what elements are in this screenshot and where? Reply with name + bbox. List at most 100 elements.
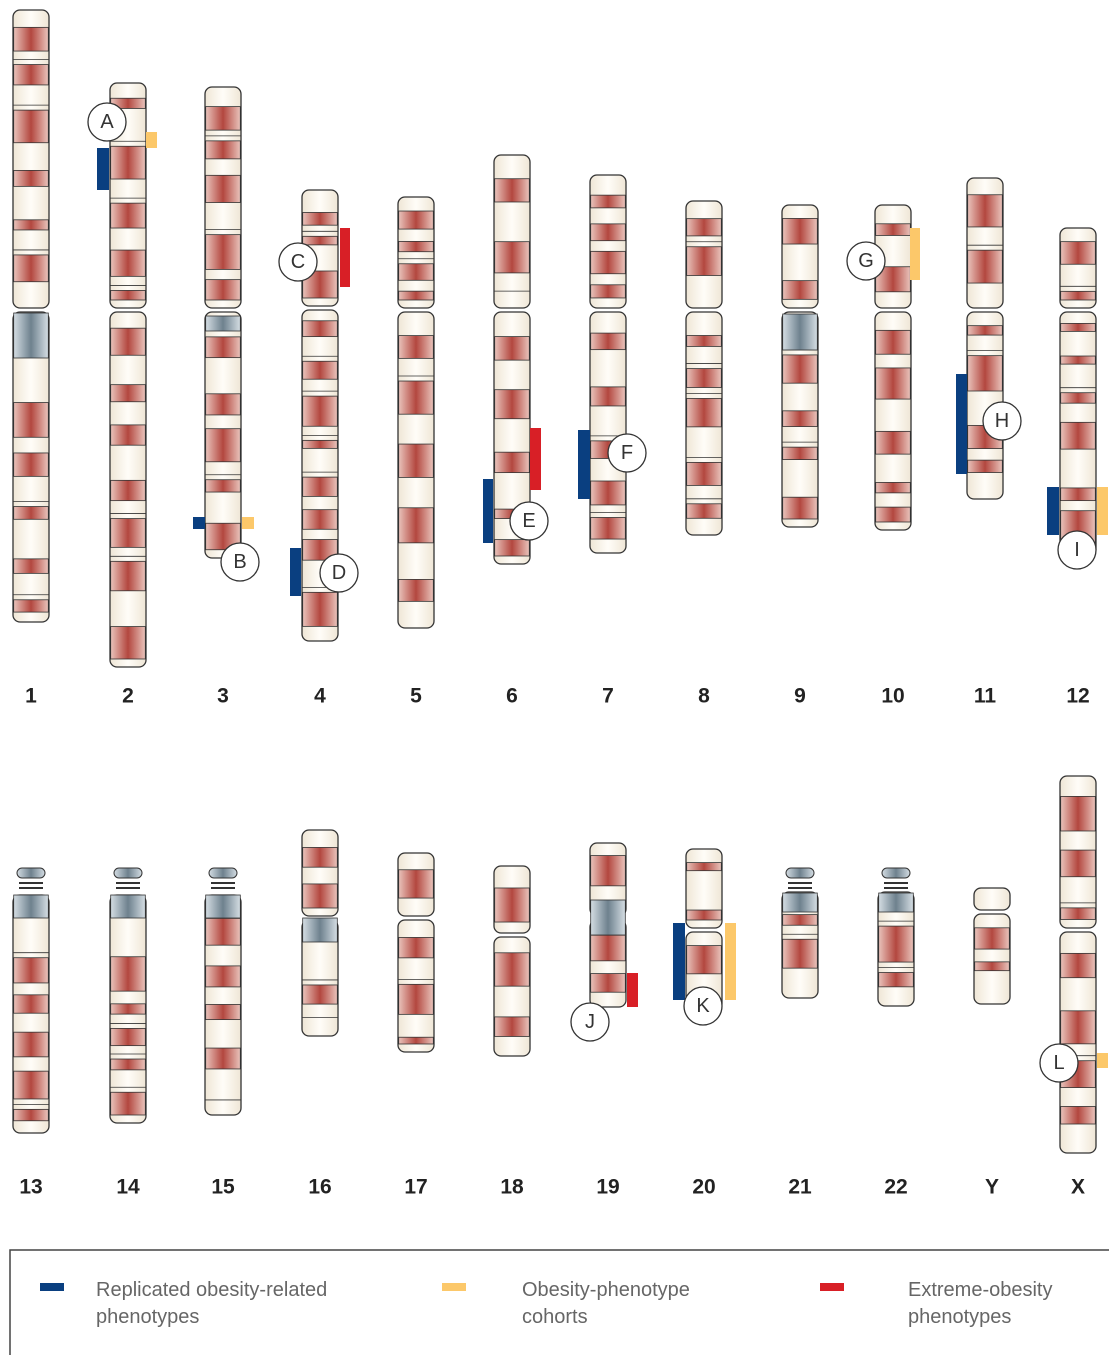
band [399, 381, 434, 414]
chromosome-label: 20 [692, 1176, 715, 1199]
region-marker [193, 517, 205, 529]
band [14, 403, 49, 438]
chromosome-label: 9 [794, 685, 806, 708]
chromosome-label: 19 [596, 1176, 619, 1199]
band [1061, 356, 1096, 364]
locus-label: G [858, 250, 874, 272]
chromosome-satellite [786, 868, 814, 878]
band [14, 170, 49, 186]
locus-label: C [291, 251, 305, 273]
band [14, 559, 49, 574]
band [1061, 1011, 1096, 1044]
chromosome-label: 18 [500, 1176, 524, 1199]
band [399, 579, 434, 601]
band [111, 146, 146, 179]
centromere-band [111, 895, 146, 918]
band [14, 255, 49, 282]
band [303, 440, 338, 448]
band [206, 429, 241, 462]
band [687, 946, 722, 974]
band [111, 480, 146, 500]
band [303, 396, 338, 426]
band [206, 1048, 241, 1069]
band [879, 926, 914, 962]
locus-label: F [621, 442, 633, 464]
band [111, 1059, 146, 1070]
legend-swatch [40, 1283, 64, 1291]
band [1061, 796, 1096, 831]
band [591, 387, 626, 406]
karyogram: Replicated obesity-related phenotypes Ob… [0, 0, 1109, 1355]
chromosome-label: 3 [217, 685, 229, 708]
band [303, 477, 338, 496]
legend-text: Replicated obesity-related [96, 1279, 327, 1301]
band [14, 600, 49, 612]
band [14, 65, 49, 85]
band [783, 447, 818, 459]
band [399, 870, 434, 898]
chromosome-label: 8 [698, 685, 710, 708]
band [876, 224, 911, 236]
band [206, 480, 241, 492]
band [206, 175, 241, 202]
centromere-band [206, 316, 241, 331]
band [1061, 323, 1096, 331]
band [303, 985, 338, 1004]
band [687, 504, 722, 518]
band [876, 507, 911, 522]
band [399, 241, 434, 251]
band [876, 482, 911, 492]
band [1061, 850, 1096, 877]
region-marker [290, 548, 301, 596]
centromere-band [14, 895, 49, 918]
locus-label: B [233, 551, 246, 573]
band [876, 368, 911, 399]
centromere-band [879, 893, 914, 912]
band [303, 592, 338, 626]
chromosome-label: 5 [410, 685, 422, 708]
centromere-band [783, 893, 818, 912]
band [399, 444, 434, 477]
legend-text: phenotypes [908, 1306, 1011, 1328]
band [14, 1032, 49, 1057]
chromosome-label: 10 [881, 685, 904, 708]
band [687, 219, 722, 236]
chromosome-label: 1 [25, 685, 37, 708]
band [783, 218, 818, 244]
band [111, 519, 146, 548]
region-marker [627, 973, 638, 1007]
region-marker [340, 228, 350, 287]
band [303, 510, 338, 530]
locus-label: D [332, 562, 346, 584]
band [783, 939, 818, 968]
band [399, 291, 434, 300]
region-marker [1047, 487, 1059, 535]
band [591, 195, 626, 208]
band [14, 1071, 49, 1099]
band [1061, 488, 1096, 501]
chromosome-label: 11 [974, 685, 997, 708]
chromosome-satellite [17, 868, 45, 878]
band [111, 250, 146, 276]
chromosome-label: 16 [308, 1176, 331, 1199]
band [303, 321, 338, 337]
chromosome-label: 4 [314, 685, 326, 708]
chromosome-arm [494, 155, 530, 308]
locus-label: I [1074, 539, 1080, 561]
band [206, 394, 241, 415]
band [1061, 1106, 1096, 1124]
band [783, 411, 818, 427]
band [399, 1037, 434, 1044]
band [399, 336, 434, 359]
centromere-band [206, 895, 241, 918]
band [206, 918, 241, 945]
band [687, 910, 722, 920]
chromosome-label: 15 [211, 1176, 235, 1199]
band [495, 1017, 530, 1037]
chromosome-label: 21 [788, 1176, 812, 1199]
band [1061, 908, 1096, 920]
band [206, 280, 241, 300]
band [968, 195, 1003, 227]
band [111, 425, 146, 445]
band [303, 236, 338, 245]
